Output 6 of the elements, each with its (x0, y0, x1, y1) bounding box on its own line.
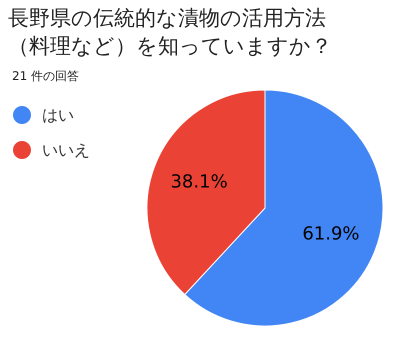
data-label: 61.9% (302, 223, 360, 244)
chart-title: 長野県の伝統的な漬物の活用方法（料理など）を知っていますか？ (8, 5, 333, 60)
chart-subtitle: 21 件の回答 (12, 68, 80, 85)
legend-label: はい (42, 106, 74, 124)
legend-label: いいえ (42, 140, 90, 160)
data-label: 38.1% (170, 172, 228, 193)
